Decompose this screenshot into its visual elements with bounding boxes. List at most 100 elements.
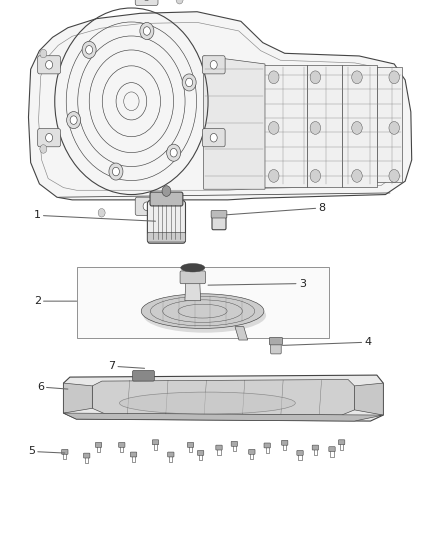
Text: 2: 2: [34, 296, 77, 306]
Circle shape: [162, 185, 171, 196]
FancyBboxPatch shape: [202, 56, 225, 74]
FancyBboxPatch shape: [187, 442, 194, 447]
Circle shape: [389, 122, 399, 134]
FancyBboxPatch shape: [38, 128, 60, 147]
Circle shape: [176, 0, 183, 4]
Circle shape: [210, 61, 217, 69]
Text: 6: 6: [37, 382, 68, 392]
FancyBboxPatch shape: [132, 370, 154, 381]
Polygon shape: [28, 12, 412, 200]
FancyBboxPatch shape: [38, 56, 60, 74]
FancyBboxPatch shape: [62, 449, 68, 454]
FancyBboxPatch shape: [147, 232, 186, 242]
FancyBboxPatch shape: [282, 440, 288, 445]
Circle shape: [109, 163, 123, 180]
Circle shape: [310, 71, 321, 84]
FancyBboxPatch shape: [198, 450, 204, 455]
Ellipse shape: [181, 263, 205, 272]
Bar: [132, 456, 135, 462]
Polygon shape: [92, 379, 354, 415]
FancyBboxPatch shape: [212, 215, 226, 230]
Circle shape: [40, 50, 47, 58]
Circle shape: [352, 71, 362, 84]
Circle shape: [389, 71, 399, 84]
Bar: [63, 453, 67, 459]
Circle shape: [67, 111, 81, 128]
Text: 4: 4: [283, 337, 371, 347]
Polygon shape: [185, 282, 201, 301]
FancyBboxPatch shape: [135, 0, 158, 5]
Circle shape: [310, 122, 321, 134]
FancyBboxPatch shape: [119, 442, 125, 447]
Circle shape: [46, 133, 53, 142]
Bar: [189, 446, 192, 453]
Circle shape: [113, 167, 120, 176]
Circle shape: [167, 144, 181, 161]
FancyBboxPatch shape: [131, 452, 137, 457]
Circle shape: [46, 61, 53, 69]
Ellipse shape: [120, 392, 295, 414]
Circle shape: [98, 208, 105, 217]
Bar: [199, 454, 202, 461]
Circle shape: [210, 133, 217, 142]
Bar: [250, 453, 254, 459]
Bar: [85, 457, 88, 463]
Circle shape: [268, 122, 279, 134]
Circle shape: [85, 45, 92, 54]
Bar: [154, 443, 157, 450]
FancyBboxPatch shape: [147, 200, 186, 243]
Bar: [97, 446, 100, 453]
Circle shape: [268, 169, 279, 182]
Circle shape: [40, 144, 47, 153]
Bar: [330, 450, 334, 457]
Text: 3: 3: [208, 279, 306, 288]
Polygon shape: [64, 375, 383, 421]
Polygon shape: [354, 383, 383, 415]
Circle shape: [310, 169, 321, 182]
FancyBboxPatch shape: [312, 445, 318, 450]
Circle shape: [82, 41, 96, 58]
Circle shape: [143, 202, 150, 211]
Circle shape: [352, 122, 362, 134]
Bar: [217, 449, 221, 455]
Text: 7: 7: [108, 361, 145, 371]
Bar: [340, 443, 343, 450]
FancyBboxPatch shape: [180, 271, 205, 284]
Circle shape: [186, 78, 193, 87]
Circle shape: [170, 149, 177, 157]
FancyBboxPatch shape: [150, 192, 183, 206]
FancyBboxPatch shape: [339, 440, 345, 445]
Circle shape: [70, 116, 77, 124]
FancyBboxPatch shape: [84, 453, 90, 458]
FancyBboxPatch shape: [269, 337, 283, 345]
Text: 5: 5: [28, 447, 65, 456]
FancyBboxPatch shape: [264, 443, 270, 448]
Polygon shape: [204, 56, 265, 189]
FancyBboxPatch shape: [297, 450, 303, 455]
Bar: [298, 454, 302, 461]
Circle shape: [352, 169, 362, 182]
Bar: [307, 65, 342, 187]
FancyBboxPatch shape: [135, 197, 158, 215]
FancyBboxPatch shape: [216, 445, 222, 450]
FancyBboxPatch shape: [202, 128, 225, 147]
Polygon shape: [235, 327, 248, 340]
FancyBboxPatch shape: [152, 440, 159, 445]
Bar: [314, 449, 317, 455]
Bar: [169, 456, 173, 462]
FancyBboxPatch shape: [249, 449, 255, 454]
Bar: [263, 65, 307, 187]
Circle shape: [143, 27, 150, 35]
Text: 1: 1: [34, 211, 155, 221]
Circle shape: [182, 74, 196, 91]
Circle shape: [176, 199, 183, 207]
FancyBboxPatch shape: [271, 342, 281, 354]
FancyBboxPatch shape: [329, 447, 335, 451]
Bar: [342, 65, 377, 187]
Bar: [265, 447, 269, 453]
Bar: [377, 67, 402, 182]
Circle shape: [268, 71, 279, 84]
Text: 8: 8: [226, 203, 325, 215]
Bar: [120, 446, 124, 453]
Bar: [77, 266, 328, 338]
